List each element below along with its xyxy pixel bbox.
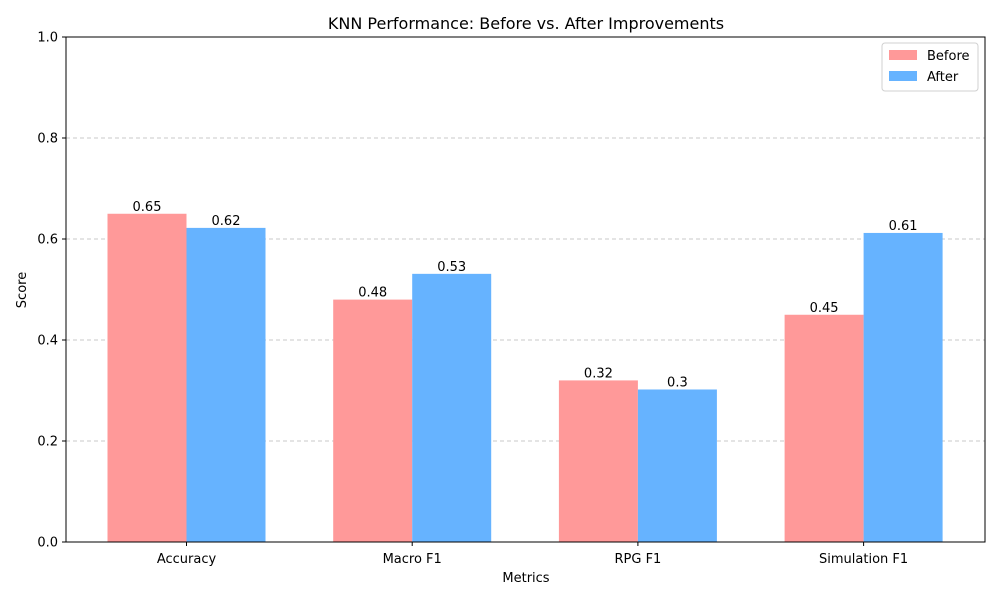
bars [107, 213, 943, 542]
x-tick-label: Accuracy [157, 552, 217, 567]
bar-value-label: 0.48 [358, 286, 387, 301]
bar-after-3 [863, 232, 943, 542]
bar-after-0 [186, 227, 266, 542]
x-tick-label: RPG F1 [614, 552, 661, 567]
bar-before-1 [333, 299, 413, 542]
x-tick-label: Macro F1 [383, 552, 442, 567]
legend-swatch-before [889, 50, 917, 60]
bar-value-label: 0.3 [667, 375, 688, 390]
axes: 0.0 0.2 0.4 0.6 0.8 1.0 Accuracy Macro F1 RPG F1… [37, 31, 986, 567]
y-tick-label: 1.0 [37, 31, 58, 46]
y-axis-label: Score [15, 272, 30, 308]
bar-value-label: 0.65 [133, 200, 162, 215]
bar-value-label: 0.53 [437, 260, 466, 275]
x-axis-label: Metrics [502, 571, 549, 586]
legend: Before After [881, 42, 979, 92]
bar-value-labels: 0.65 0.48 0.32 0.45 0.62 0.53 0.3 0.61 [133, 200, 918, 391]
bar-after-1 [412, 273, 492, 542]
y-tick-label: 0.6 [37, 233, 58, 248]
bar-after-2 [637, 389, 717, 542]
y-tick-label: 0.0 [37, 536, 58, 551]
legend-swatch-after [889, 71, 917, 81]
y-tick-label: 0.4 [37, 334, 58, 349]
bar-value-label: 0.45 [810, 301, 839, 316]
bar-before-3 [784, 314, 864, 542]
bar-value-label: 0.62 [212, 214, 241, 229]
y-tick-label: 0.8 [37, 132, 58, 147]
y-tick-label: 0.2 [37, 435, 58, 450]
legend-label-after: After [927, 70, 959, 85]
x-tick-label: Simulation F1 [819, 552, 908, 567]
chart-title: KNN Performance: Before vs. After Improv… [328, 14, 724, 33]
plot-frame [65, 36, 986, 543]
bar-before-2 [558, 380, 638, 542]
bar-before-0 [107, 213, 187, 542]
bar-value-label: 0.61 [889, 219, 918, 234]
bar-value-label: 0.32 [584, 366, 613, 381]
legend-label-before: Before [927, 49, 970, 64]
